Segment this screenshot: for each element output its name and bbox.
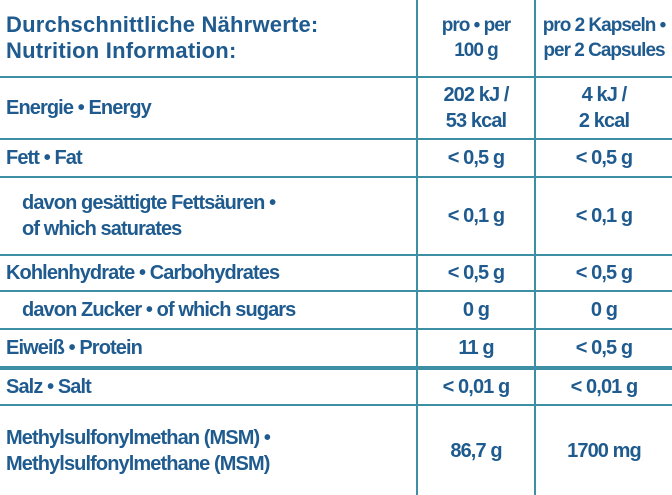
cell: Fett • Fat xyxy=(0,140,418,176)
cell: < 0,1 g xyxy=(418,178,536,254)
cell-text: per 2 Capsules xyxy=(543,40,665,61)
cell-text: 86,7 g xyxy=(450,439,502,462)
cell-text: pro 2 Kapseln • xyxy=(542,15,667,36)
cell-text: 100 g xyxy=(454,40,499,61)
cell: < 0,5 g xyxy=(418,256,536,290)
cell-text: Fett • Fat xyxy=(6,147,83,169)
cell: < 0,5 g xyxy=(536,256,672,290)
cell-text: < 0,5 g xyxy=(447,262,505,284)
nutrient-row: davon gesättigte Fettsäuren • of which sa… xyxy=(0,178,672,256)
cell-text: Energie • Energy xyxy=(6,97,152,119)
cell-text: Methylsulfonylmethan (MSM) • xyxy=(6,426,271,449)
cell: pro 2 Kapseln • per 2 Capsules xyxy=(536,0,672,76)
cell-text: Kohlenhydrate • Carbohydrates xyxy=(6,262,280,284)
cell-text: < 0,01 g xyxy=(570,376,639,398)
cell-text: 0 g xyxy=(590,299,618,321)
cell-text: < 0,01 g xyxy=(442,376,511,398)
cell-text: davon Zucker • of which sugars xyxy=(22,299,296,321)
cell: 86,7 g xyxy=(418,406,536,495)
cell: < 0,01 g xyxy=(418,370,536,404)
cell: davon gesättigte Fettsäuren • of which sa… xyxy=(0,178,418,254)
cell-text: < 0,1 g xyxy=(575,205,633,227)
cell-text: < 0,5 g xyxy=(575,337,633,359)
cell: < 0,5 g xyxy=(536,330,672,366)
cell: < 0,5 g xyxy=(418,140,536,176)
cell-text: 4 kJ / xyxy=(581,84,628,106)
cell: 0 g xyxy=(536,292,672,328)
cell: Energie • Energy xyxy=(0,78,418,138)
cell-text: of which saturates xyxy=(22,218,182,240)
nutrient-row: Energie • Energy 202 kJ / 53 kcal 4 kJ / 2 k… xyxy=(0,78,672,140)
nutrient-row: Kohlenhydrate • Carbohydrates < 0,5 g < 0,… xyxy=(0,256,672,292)
cell-text: Salz • Salt xyxy=(6,376,92,398)
cell-text: < 0,5 g xyxy=(575,262,633,284)
cell-text: 202 kJ / xyxy=(443,84,509,106)
cell: 202 kJ / 53 kcal xyxy=(418,78,536,138)
cell: < 0,01 g xyxy=(536,370,672,404)
cell-text: 2 kcal xyxy=(578,110,630,132)
cell: Kohlenhydrate • Carbohydrates xyxy=(0,256,418,290)
cell: Eiweiß • Protein xyxy=(0,330,418,366)
cell: davon Zucker • of which sugars xyxy=(0,292,418,328)
cell: Methylsulfonylmethan (MSM) • Methylsulfon… xyxy=(0,406,418,495)
cell-text: < 0,1 g xyxy=(447,205,505,227)
cell: < 0,5 g xyxy=(536,140,672,176)
cell: Durchschnittliche Nährwerte: Nutrition In… xyxy=(0,0,418,76)
cell-text: 1700 mg xyxy=(567,439,642,462)
cell: 11 g xyxy=(418,330,536,366)
cell-text: Eiweiß • Protein xyxy=(6,337,143,359)
cell-text: 11 g xyxy=(458,337,494,359)
cell-text: 0 g xyxy=(462,299,490,321)
nutrient-row: Methylsulfonylmethan (MSM) • Methylsulfon… xyxy=(0,406,672,495)
cell: Salz • Salt xyxy=(0,370,418,404)
cell-text: < 0,5 g xyxy=(447,147,505,169)
nutrient-row: Salz • Salt < 0,01 g < 0,01 g xyxy=(0,368,672,406)
header-row: Durchschnittliche Nährwerte: Nutrition In… xyxy=(0,0,672,78)
nutrient-row: Eiweiß • Protein 11 g < 0,5 g xyxy=(0,330,672,368)
cell: 4 kJ / 2 kcal xyxy=(536,78,672,138)
cell-text: 53 kcal xyxy=(445,110,507,132)
cell-text: Nutrition Information: xyxy=(6,38,237,63)
cell: pro • per 100 g xyxy=(418,0,536,76)
cell: 1700 mg xyxy=(536,406,672,495)
cell-text: Durchschnittliche Nährwerte: xyxy=(6,12,319,37)
cell: 0 g xyxy=(418,292,536,328)
nutrient-row: davon Zucker • of which sugars 0 g 0 g xyxy=(0,292,672,330)
cell-text: Methylsulfonylmethane (MSM) xyxy=(6,452,270,475)
cell: < 0,1 g xyxy=(536,178,672,254)
cell-text: davon gesättigte Fettsäuren • xyxy=(22,192,276,214)
cell-text: pro • per xyxy=(441,15,511,36)
nutrient-row: Fett • Fat < 0,5 g < 0,5 g xyxy=(0,140,672,178)
cell-text: < 0,5 g xyxy=(575,147,633,169)
